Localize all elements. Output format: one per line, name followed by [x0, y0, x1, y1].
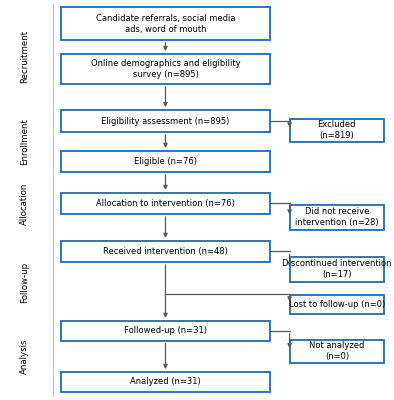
Text: Lost to follow-up (n=0): Lost to follow-up (n=0)	[289, 300, 385, 309]
Text: Enrollment: Enrollment	[20, 118, 29, 166]
FancyBboxPatch shape	[61, 151, 270, 172]
FancyBboxPatch shape	[61, 193, 270, 214]
Text: Follow-up: Follow-up	[20, 262, 29, 302]
FancyBboxPatch shape	[290, 295, 384, 314]
FancyBboxPatch shape	[61, 110, 270, 132]
FancyBboxPatch shape	[61, 54, 270, 84]
Text: Not analyzed
(n=0): Not analyzed (n=0)	[309, 341, 364, 361]
FancyBboxPatch shape	[61, 321, 270, 341]
Text: Eligible (n=76): Eligible (n=76)	[134, 157, 197, 166]
Text: Discontinued intervention
(n=17): Discontinued intervention (n=17)	[282, 259, 392, 280]
Text: Analyzed (n=31): Analyzed (n=31)	[130, 378, 201, 386]
FancyBboxPatch shape	[290, 205, 384, 230]
Text: Did not receive
intervention (n=28): Did not receive intervention (n=28)	[295, 207, 379, 228]
FancyBboxPatch shape	[290, 340, 384, 363]
FancyBboxPatch shape	[61, 7, 270, 40]
Text: Recruitment: Recruitment	[20, 30, 29, 83]
Text: Excluded
(n=819): Excluded (n=819)	[318, 120, 356, 140]
Text: Online demographics and eligibility
survey (n=895): Online demographics and eligibility surv…	[91, 59, 240, 79]
FancyBboxPatch shape	[61, 241, 270, 262]
FancyBboxPatch shape	[290, 119, 384, 142]
Text: Allocation to intervention (n=76): Allocation to intervention (n=76)	[96, 199, 235, 208]
Text: Followed-up (n=31): Followed-up (n=31)	[124, 326, 207, 335]
Text: Analysis: Analysis	[20, 338, 29, 374]
Text: Eligibility assessment (n=895): Eligibility assessment (n=895)	[101, 116, 230, 126]
Text: Allocation: Allocation	[20, 183, 29, 225]
FancyBboxPatch shape	[290, 257, 384, 282]
Text: Candidate referrals, social media
ads, word of mouth: Candidate referrals, social media ads, w…	[96, 14, 235, 34]
FancyBboxPatch shape	[61, 372, 270, 392]
Text: Received intervention (n=48): Received intervention (n=48)	[103, 247, 228, 256]
